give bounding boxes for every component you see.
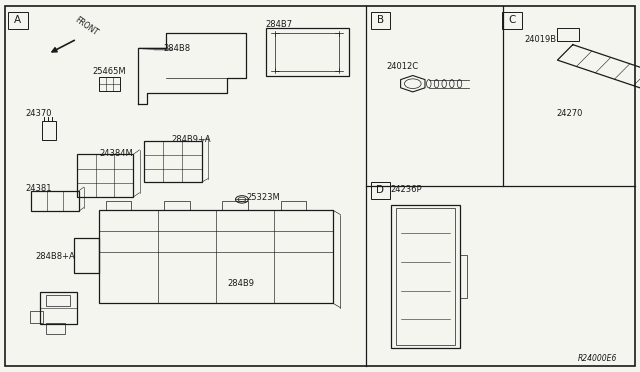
Bar bbox=[31, 191, 79, 211]
Bar bbox=[106, 201, 131, 210]
Bar bbox=[371, 182, 390, 199]
Bar bbox=[396, 208, 455, 345]
Text: 284B9+A: 284B9+A bbox=[172, 135, 211, 144]
Bar bbox=[40, 292, 77, 324]
Bar bbox=[164, 201, 189, 210]
Text: R24000E6: R24000E6 bbox=[578, 354, 618, 363]
Text: 24236P: 24236P bbox=[390, 185, 422, 194]
Bar bbox=[391, 205, 460, 348]
Bar bbox=[144, 141, 202, 182]
Bar bbox=[74, 238, 99, 273]
Bar bbox=[77, 154, 133, 197]
Text: 24370: 24370 bbox=[26, 109, 52, 118]
Text: 25323M: 25323M bbox=[246, 193, 280, 202]
Bar bbox=[99, 77, 120, 91]
Bar bbox=[99, 210, 333, 303]
Text: 24384M: 24384M bbox=[99, 149, 133, 158]
Bar bbox=[275, 33, 339, 71]
Bar bbox=[266, 28, 349, 76]
Text: FRONT: FRONT bbox=[74, 15, 100, 37]
Text: 284B8+A: 284B8+A bbox=[35, 252, 75, 261]
Bar bbox=[46, 295, 70, 306]
Bar bbox=[46, 323, 65, 334]
Text: C: C bbox=[508, 16, 516, 25]
Text: 24019B: 24019B bbox=[525, 35, 557, 44]
Text: A: A bbox=[14, 16, 22, 25]
Bar bbox=[502, 12, 522, 29]
Text: 284B8: 284B8 bbox=[163, 44, 190, 53]
Bar bbox=[30, 311, 43, 323]
Text: 24381: 24381 bbox=[26, 185, 52, 193]
Text: 24270: 24270 bbox=[557, 109, 583, 118]
Bar bbox=[371, 12, 390, 29]
Bar bbox=[281, 201, 307, 210]
Bar bbox=[557, 28, 579, 41]
Text: D: D bbox=[376, 186, 384, 195]
Bar bbox=[42, 121, 56, 140]
Bar bbox=[8, 12, 28, 29]
Bar bbox=[460, 255, 467, 298]
Text: 25465M: 25465M bbox=[93, 67, 127, 76]
Text: B: B bbox=[376, 16, 384, 25]
Text: 24012C: 24012C bbox=[387, 62, 419, 71]
Text: 284B9: 284B9 bbox=[227, 279, 254, 288]
Text: 284B7: 284B7 bbox=[266, 20, 292, 29]
Bar bbox=[223, 201, 248, 210]
